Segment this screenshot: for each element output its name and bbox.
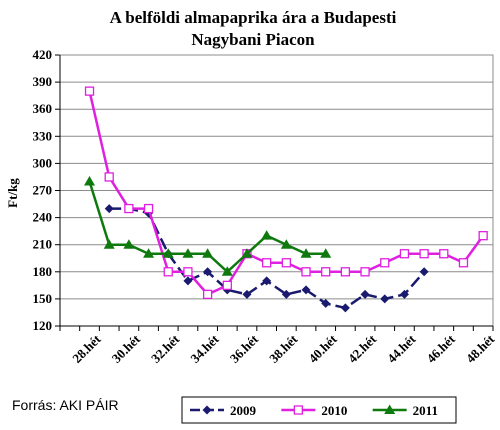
x-tick-label: 34.hét [187,331,222,366]
legend-box [181,396,457,424]
y-tick-label: 180 [33,264,53,279]
data-point-2011-week-38 [280,239,292,249]
data-point-2010-week-32 [163,267,173,277]
x-tick-label: 42.hét [345,331,380,366]
data-point-2009-week-37 [262,276,272,286]
data-point-2009-week-29 [104,204,114,214]
data-point-2010-week-39 [301,267,311,277]
legend-swatch-marker-2011 [384,404,396,414]
y-tick-label: 210 [33,237,53,252]
data-point-2010-week-34 [202,289,213,300]
data-point-2011-week-29 [103,239,115,249]
data-point-2011-week-32 [162,248,174,258]
data-point-2010-week-47 [458,258,469,268]
y-tick-label: 150 [33,291,53,306]
series-2010 [84,86,488,300]
data-point-2011-week-28 [84,175,96,186]
chart-title-line-1: A belföldi almapaprika ára a Budapesti [110,8,397,27]
data-point-2011-week-30 [123,239,135,249]
data-point-2009-week-44 [399,289,409,299]
chart-title-line-2: Nagybani Piacon [191,30,315,49]
data-point-2009-week-33 [183,276,193,286]
data-point-2010-week-44 [399,249,410,259]
data-point-2009-week-45 [419,267,429,277]
legend-swatch-marker-2010 [293,405,303,415]
x-tick-label: 30.hét [109,331,144,366]
y-tick-label: 300 [33,155,53,170]
data-point-2010-week-37 [262,258,272,268]
y-tick-label: 330 [33,128,53,143]
data-point-2010-week-43 [380,258,390,268]
data-point-2011-week-34 [202,248,214,258]
y-tick-labels: 120 150 180 210 240 270 300 330 360 390 420 [33,47,53,333]
data-point-2009-week-38 [281,289,291,299]
data-point-2011-week-35 [221,266,233,276]
data-point-2011-week-39 [300,248,312,258]
data-point-2009-week-40 [321,298,331,308]
data-point-2010-week-38 [281,258,291,268]
x-tick-label: 32.hét [148,331,183,366]
data-point-2010-week-46 [439,249,449,259]
data-point-2009-week-42 [360,289,370,299]
data-point-2011-week-36 [241,248,253,258]
x-tick-label: 40.hét [305,331,340,366]
y-axis-label: Ft/kg [5,178,20,208]
legend: 2009 2010 2011 [181,396,457,424]
data-point-2009-week-34 [203,267,213,277]
data-point-2010-week-40 [321,267,331,277]
data-point-2011-week-33 [182,248,194,258]
data-point-2011-week-40 [320,248,332,258]
data-point-2011-week-31 [143,248,155,258]
data-series [84,86,488,313]
x-tick-label: 46.hét [424,331,459,366]
data-point-2010-week-41 [340,267,351,277]
data-point-2010-week-45 [419,249,429,259]
legend-swatch-marker-2009 [202,405,212,415]
legend-label-2010: 2010 [321,403,347,418]
x-tick-label: 44.hét [384,331,419,366]
series-2011 [84,175,332,276]
data-point-2010-week-42 [360,267,370,277]
data-point-2010-week-29 [104,172,114,182]
data-point-2009-week-43 [380,294,390,304]
data-point-2009-week-41 [340,303,350,313]
data-point-2010-week-35 [222,280,232,291]
source-note: Forrás: AKI PÁIR [12,397,119,413]
x-tick-label: 48.hét [463,331,498,366]
data-point-2010-week-30 [124,203,134,214]
y-tick-label: 270 [33,183,53,198]
y-tick-label: 240 [33,210,53,225]
legend-label-2009: 2009 [230,403,257,418]
x-tick-label: 28.hét [69,331,104,366]
axes [55,54,494,331]
data-point-2011-week-37 [261,230,273,240]
data-point-2010-week-48 [478,231,488,241]
y-tick-label: 420 [33,47,53,62]
y-tick-label: 390 [33,74,53,89]
x-tick-label: 38.hét [266,331,301,366]
data-point-2010-week-33 [183,267,193,277]
data-point-2009-week-36 [242,289,252,299]
y-tick-label: 360 [33,101,53,116]
data-point-2010-week-31 [143,203,154,214]
legend-label-2011: 2011 [413,403,438,418]
data-point-2009-week-39 [301,285,311,295]
x-tick-labels: 28.hét 30.hét 32.hét 34.hét 36.hét 38.hét 40.h… [69,331,497,366]
x-tick-label: 36.hét [227,331,262,366]
data-point-2010-week-28 [84,86,95,96]
y-tick-label: 120 [33,318,53,333]
